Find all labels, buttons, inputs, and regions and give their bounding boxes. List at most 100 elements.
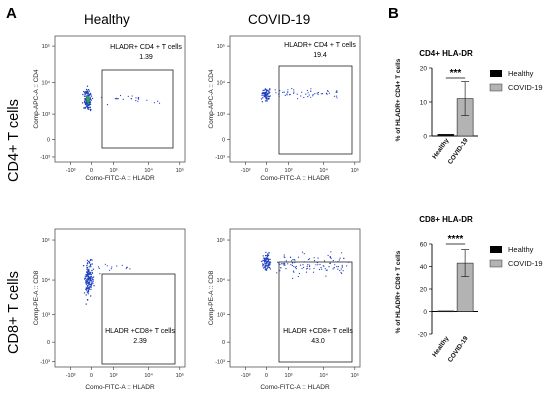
- event-dot: [348, 261, 350, 263]
- event-dot: [86, 105, 89, 108]
- event-dot: [261, 101, 263, 103]
- event-dot: [276, 272, 278, 274]
- event-dot: [266, 267, 269, 269]
- event-dot: [262, 264, 264, 266]
- event-dot: [89, 273, 92, 275]
- axis-ticks: -10³ 0 10³ 10⁴ 10⁵ -10³ 0 10³ 10⁴ 10⁵: [40, 43, 184, 174]
- y-tick-label: 10⁴: [42, 80, 51, 87]
- event-dot: [135, 97, 137, 99]
- event-dot: [284, 264, 286, 266]
- event-dot: [89, 271, 92, 274]
- event-dot: [338, 259, 340, 261]
- event-dot: [116, 265, 118, 267]
- event-dot: [264, 92, 266, 94]
- legend-label-covid: COVID-19: [508, 259, 543, 268]
- gate-box: [101, 69, 174, 149]
- event-dot: [127, 95, 129, 97]
- y-tick-label: 0: [423, 309, 427, 316]
- event-dot: [335, 91, 337, 93]
- event-dot: [126, 266, 128, 268]
- event-dot: [88, 288, 90, 290]
- event-dot: [267, 257, 269, 260]
- y-tick-label: 20: [420, 286, 428, 293]
- x-axis-label: Como-FITC-A :: HLADR: [85, 384, 155, 391]
- event-dot: [292, 277, 294, 279]
- event-dot: [285, 268, 287, 270]
- y-tick-label: 0: [47, 137, 50, 143]
- legend-swatch-healthy: [490, 246, 502, 253]
- event-dot: [269, 258, 271, 261]
- event-dot: [337, 261, 339, 263]
- flow-plot-cd4-healthy: HLADR+ CD4 + T cells 1.39 -10³ 0 10³ 10⁴ 10⁵…: [33, 35, 186, 182]
- event-dot: [325, 92, 327, 94]
- event-dot: [264, 269, 266, 271]
- column-title-healthy: Healthy: [84, 12, 130, 27]
- event-dot: [88, 283, 90, 285]
- event-dot: [89, 101, 92, 104]
- event-dot: [294, 259, 296, 261]
- y-tick-label: 10⁵: [42, 43, 50, 50]
- event-dot: [289, 256, 292, 258]
- bar-chart-cd4: CD4+ HLA-DR % of HLADR+ CD4+ T cells 0 10…: [395, 49, 543, 166]
- scatter-dots: [261, 251, 350, 279]
- plot-frame: [54, 228, 186, 368]
- event-dot: [92, 276, 95, 278]
- event-dot: [264, 88, 267, 91]
- event-dot: [269, 268, 271, 270]
- event-dot: [279, 263, 281, 265]
- event-dot: [283, 254, 285, 256]
- event-dot: [88, 104, 90, 107]
- event-dot: [306, 265, 308, 267]
- event-dot: [285, 260, 287, 262]
- event-dot: [104, 263, 106, 265]
- event-dot: [287, 89, 289, 91]
- plot-frame: [229, 228, 361, 368]
- x-tick-label: -10³: [241, 168, 251, 174]
- event-dot: [340, 271, 342, 274]
- event-dot: [320, 266, 322, 269]
- x-tick-label: 0: [265, 168, 268, 174]
- event-dot: [317, 257, 319, 259]
- event-dot: [90, 279, 92, 281]
- event-dot: [294, 261, 296, 264]
- event-dot: [296, 93, 298, 95]
- x-tick-label: 0: [90, 168, 93, 174]
- axis-ticks: -10³ 0 10³ 10⁴ 10⁵ -10³ 0 10³ 10⁴ 10⁵: [215, 43, 359, 174]
- event-dot: [86, 107, 89, 109]
- event-dot: [342, 270, 344, 272]
- y-tick-label: -20: [418, 331, 428, 338]
- dense-event-dot: [87, 102, 90, 105]
- event-dot: [312, 94, 314, 96]
- event-dot: [86, 299, 89, 301]
- x-axis-label: Como-FITC-A :: HLADR: [85, 175, 155, 182]
- flow-plot-cd8-healthy: HLADR +CD8+ T cells 2.39 -10³ 0 10³ 10⁴ 10⁵-…: [33, 228, 186, 391]
- y-axis-label: % of HLADR+ CD4+ T cells: [395, 58, 402, 141]
- event-dot: [291, 260, 293, 262]
- event-dot: [83, 101, 86, 103]
- event-dot: [90, 274, 93, 276]
- event-dot: [85, 91, 88, 93]
- event-dot: [326, 269, 328, 271]
- gate-value: 1.39: [139, 54, 153, 61]
- x-tick-label: 0: [265, 373, 268, 379]
- event-dot: [262, 91, 264, 94]
- event-dot: [89, 108, 91, 111]
- event-dot: [86, 280, 89, 282]
- event-dot: [275, 92, 277, 94]
- event-dot: [157, 100, 159, 102]
- event-dot: [106, 265, 108, 267]
- gate-value: 43.0: [311, 338, 325, 345]
- chart-title: CD4+ HLA-DR: [419, 49, 473, 58]
- event-dot: [85, 102, 88, 104]
- panel-b-label: B: [388, 5, 399, 22]
- event-dot: [327, 90, 329, 92]
- event-dot: [90, 266, 92, 268]
- event-dot: [266, 264, 268, 266]
- event-dot: [87, 293, 89, 295]
- event-dot: [261, 260, 263, 263]
- event-dot: [158, 102, 161, 104]
- significance-label: ***: [450, 68, 462, 79]
- event-dot: [262, 97, 264, 99]
